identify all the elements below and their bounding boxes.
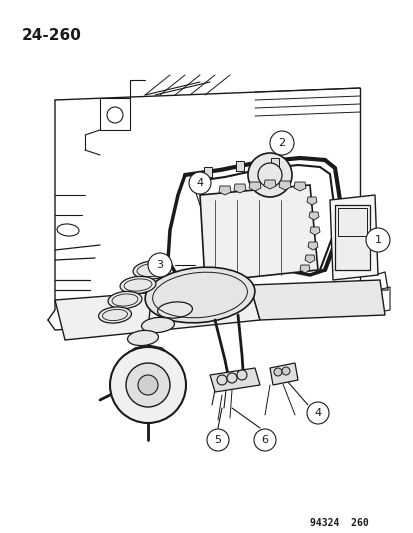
Polygon shape (278, 181, 290, 190)
Polygon shape (199, 185, 317, 282)
Text: 94324  260: 94324 260 (309, 518, 368, 528)
FancyBboxPatch shape (337, 208, 366, 236)
Circle shape (273, 368, 281, 376)
Polygon shape (306, 197, 316, 205)
Circle shape (365, 228, 389, 252)
Circle shape (257, 163, 281, 187)
FancyBboxPatch shape (100, 98, 130, 130)
Ellipse shape (127, 330, 158, 345)
Ellipse shape (157, 302, 192, 318)
Text: 4: 4 (314, 408, 321, 418)
Text: 6: 6 (261, 435, 268, 445)
FancyBboxPatch shape (204, 167, 211, 177)
FancyBboxPatch shape (235, 161, 243, 171)
Ellipse shape (98, 307, 131, 323)
Polygon shape (269, 363, 297, 385)
Circle shape (226, 373, 236, 383)
Polygon shape (329, 195, 377, 280)
Text: 3: 3 (156, 260, 163, 270)
Circle shape (254, 429, 275, 451)
Ellipse shape (145, 267, 254, 323)
Circle shape (147, 253, 171, 277)
Polygon shape (299, 265, 309, 273)
Text: 4: 4 (196, 178, 203, 188)
Circle shape (247, 153, 291, 197)
Circle shape (236, 370, 247, 380)
Polygon shape (249, 280, 384, 320)
Polygon shape (218, 186, 230, 195)
Polygon shape (293, 182, 305, 191)
Polygon shape (263, 180, 275, 189)
Circle shape (206, 429, 228, 451)
Text: 1: 1 (374, 235, 380, 245)
Polygon shape (307, 242, 317, 250)
Circle shape (107, 107, 123, 123)
Circle shape (281, 367, 289, 375)
Ellipse shape (108, 292, 142, 309)
Circle shape (269, 131, 293, 155)
Circle shape (138, 375, 158, 395)
Text: 5: 5 (214, 435, 221, 445)
FancyBboxPatch shape (334, 205, 369, 270)
Polygon shape (209, 368, 259, 392)
Polygon shape (55, 285, 259, 340)
Circle shape (110, 347, 185, 423)
Ellipse shape (57, 224, 79, 236)
Ellipse shape (133, 261, 171, 279)
Circle shape (126, 363, 170, 407)
Polygon shape (248, 182, 260, 191)
Text: 24-260: 24-260 (22, 28, 82, 43)
Ellipse shape (141, 317, 174, 333)
FancyBboxPatch shape (271, 158, 278, 168)
Polygon shape (308, 212, 318, 220)
Circle shape (216, 375, 226, 385)
Circle shape (306, 402, 328, 424)
Polygon shape (309, 227, 319, 235)
Polygon shape (304, 255, 314, 263)
Ellipse shape (120, 277, 156, 294)
Circle shape (189, 172, 211, 194)
Text: 2: 2 (278, 138, 285, 148)
Polygon shape (233, 184, 245, 193)
